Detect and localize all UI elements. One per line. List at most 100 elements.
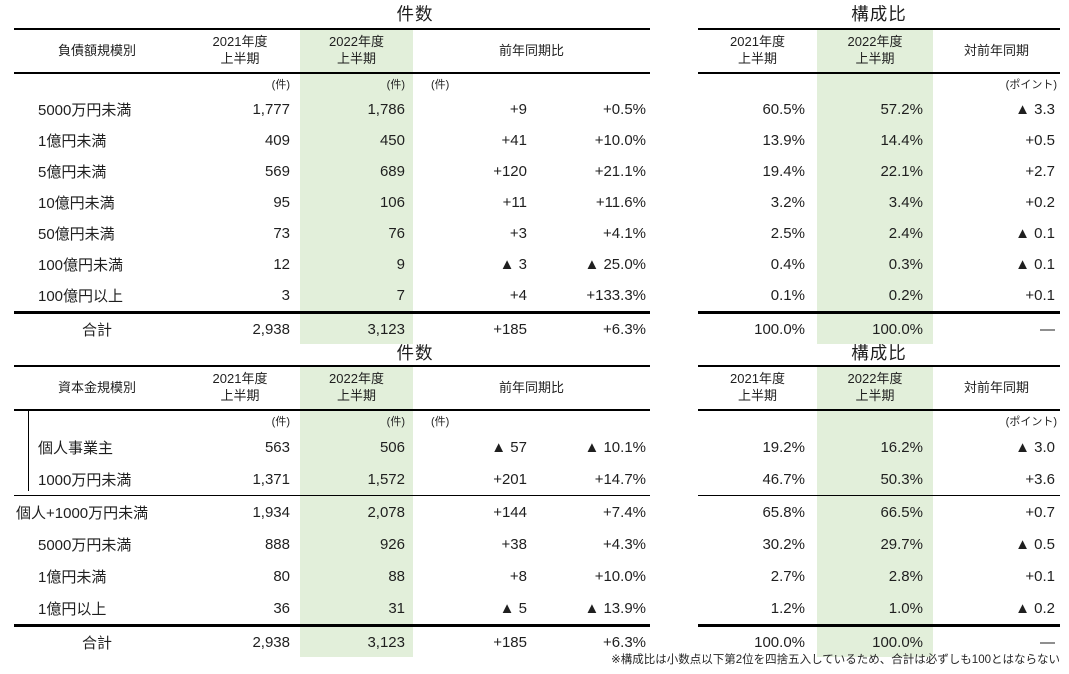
table-row: 個人事業主 563 506 ▲ 57 ▲ 10.1%: [14, 431, 650, 463]
unit-label: (件): [431, 416, 450, 428]
ratio-change: +0.5: [1025, 132, 1055, 149]
unit-label: (件): [431, 79, 450, 91]
total-diff: +185: [493, 633, 527, 651]
col-header-2022-line2: 上半期: [855, 388, 895, 403]
col-header-2022-line2: 上半期: [336, 51, 376, 66]
value-2021: 1,934: [252, 503, 290, 521]
ratio-2022: 14.4%: [817, 125, 933, 156]
col-header-2021: 2021年度 上半期: [698, 30, 817, 72]
row-label: 5000万円未満: [38, 536, 132, 554]
spacer: [535, 74, 650, 94]
count-table-debt: 負債額規模別 2021年度 上半期 2022年度 上半期 前年同期比 (件) (件)…: [14, 28, 650, 344]
ratio-2022: 1.0%: [817, 592, 933, 624]
col-header-2021-line2: 上半期: [737, 51, 777, 66]
value-2022: 31: [300, 592, 413, 624]
table-row: 1.2% 1.0% ▲ 0.2: [698, 592, 1060, 624]
value-2022: 1,786: [300, 94, 413, 125]
value-2022: 88: [300, 560, 413, 592]
ratio-2021: 2.5%: [770, 225, 805, 242]
table-row: 30.2% 29.7% ▲ 0.5: [698, 528, 1060, 560]
value-2021: 888: [264, 535, 290, 553]
count-table-debt-header-row: 負債額規模別 2021年度 上半期 2022年度 上半期 前年同期比: [14, 28, 650, 74]
total-ratio-2021: 100.0%: [754, 633, 805, 651]
value-diff: +41: [501, 132, 527, 149]
value-2021: 12: [273, 256, 290, 273]
ratio-2021: 2.7%: [770, 567, 805, 585]
unit-label: (件): [271, 79, 290, 91]
value-2021: 3: [281, 287, 290, 304]
total-ratio-change: —: [1040, 633, 1055, 651]
row-dimension-header: 資本金規模別: [57, 379, 136, 395]
value-diff: ▲ 5: [499, 599, 527, 617]
value-2022: 450: [300, 125, 413, 156]
table-row: 1000万円未満 1,371 1,572 +201 +14.7%: [14, 463, 650, 496]
value-pct: +0.5%: [603, 101, 646, 118]
value-diff: +8: [509, 567, 527, 585]
table-row: 3.2% 3.4% +0.2: [698, 187, 1060, 218]
units-row: (ポイント): [698, 411, 1060, 431]
ratio-table-title-debt: 構成比: [851, 4, 907, 24]
value-2021: 1,371: [252, 470, 290, 488]
unit-label: (件): [300, 411, 413, 431]
ratio-change: ▲ 0.1: [1015, 225, 1055, 242]
table-row: 2.5% 2.4% ▲ 0.1: [698, 218, 1060, 249]
total-2022: 3,123: [300, 627, 413, 657]
table-row: 65.8% 66.5% +0.7: [698, 496, 1060, 528]
table-row: 100億円未満 12 9 ▲ 3 ▲ 25.0%: [14, 249, 650, 280]
value-2022: 7: [300, 280, 413, 311]
col-header-2021-line1: 2021年度: [212, 371, 268, 387]
table-row: 0.4% 0.3% ▲ 0.1: [698, 249, 1060, 280]
count-table-capital-header-row: 資本金規模別 2021年度 上半期 2022年度 上半期 前年同期比: [14, 365, 650, 411]
ratio-2022: 0.3%: [817, 249, 933, 280]
table-row: 19.4% 22.1% +2.7: [698, 156, 1060, 187]
col-header-2021: 2021年度 上半期: [180, 30, 300, 72]
total-ratio-change: —: [1040, 320, 1055, 338]
value-2022: 9: [300, 249, 413, 280]
total-2021: 2,938: [252, 320, 290, 338]
value-pct: +133.3%: [586, 287, 646, 304]
count-table-title-debt: 件数: [396, 4, 434, 24]
value-2021: 80: [273, 567, 290, 585]
ratio-change: +3.6: [1025, 470, 1055, 488]
spacer: [535, 411, 650, 431]
col-header-yoy: 前年同期比: [498, 42, 564, 58]
total-pct: +6.3%: [603, 633, 646, 651]
total-row: 合計 2,938 3,123 +185 +6.3%: [14, 624, 650, 657]
table-row: 19.2% 16.2% ▲ 3.0: [698, 431, 1060, 463]
value-2022: 106: [300, 187, 413, 218]
value-diff: +4: [509, 287, 527, 304]
ratio-change: ▲ 3.0: [1015, 438, 1055, 456]
value-diff: +3: [509, 225, 527, 242]
row-label: 10億円未満: [38, 195, 115, 212]
table-row: 46.7% 50.3% +3.6: [698, 463, 1060, 496]
value-pct: ▲ 13.9%: [584, 599, 646, 617]
row-label: 100億円以上: [38, 288, 124, 305]
units-row: (ポイント): [698, 74, 1060, 94]
ratio-change: +0.2: [1025, 194, 1055, 211]
table-row: 5000万円未満 1,777 1,786 +9 +0.5%: [14, 94, 650, 125]
ratio-2021: 3.2%: [770, 194, 805, 211]
table-row: 1億円以上 36 31 ▲ 5 ▲ 13.9%: [14, 592, 650, 624]
ratio-2022: 50.3%: [817, 463, 933, 495]
col-header-2022: 2022年度 上半期: [817, 30, 933, 72]
row-dimension-header: 負債額規模別: [57, 42, 136, 58]
table-row: 2.7% 2.8% +0.1: [698, 560, 1060, 592]
col-header-change: 対前年同期: [963, 379, 1029, 395]
spacer: [817, 411, 933, 431]
unit-label: (ポイント): [1005, 79, 1057, 91]
total-ratio-2022: 100.0%: [817, 314, 933, 344]
ratio-2021: 0.1%: [770, 287, 805, 304]
value-2021: 1,777: [252, 101, 290, 118]
total-label: 合計: [81, 634, 112, 652]
total-diff: +185: [493, 320, 527, 338]
table-row: 5億円未満 569 689 +120 +21.1%: [14, 156, 650, 187]
ratio-2022: 16.2%: [817, 431, 933, 463]
rounding-footnote: ※構成比は小数点以下第2位を四捨五入しているため、合計は必ずしも100とはならな…: [611, 654, 1060, 666]
ratio-change: +0.1: [1025, 287, 1055, 304]
col-header-2021: 2021年度 上半期: [180, 367, 300, 409]
value-2022: 1,572: [300, 463, 413, 495]
count-table-capital: 資本金規模別 2021年度 上半期 2022年度 上半期 前年同期比 (件) (件)…: [14, 365, 650, 657]
units-row: (件) (件) (件): [14, 74, 650, 94]
table-row: 5000万円未満 888 926 +38 +4.3%: [14, 528, 650, 560]
ratio-table-title-capital: 構成比: [851, 343, 907, 363]
